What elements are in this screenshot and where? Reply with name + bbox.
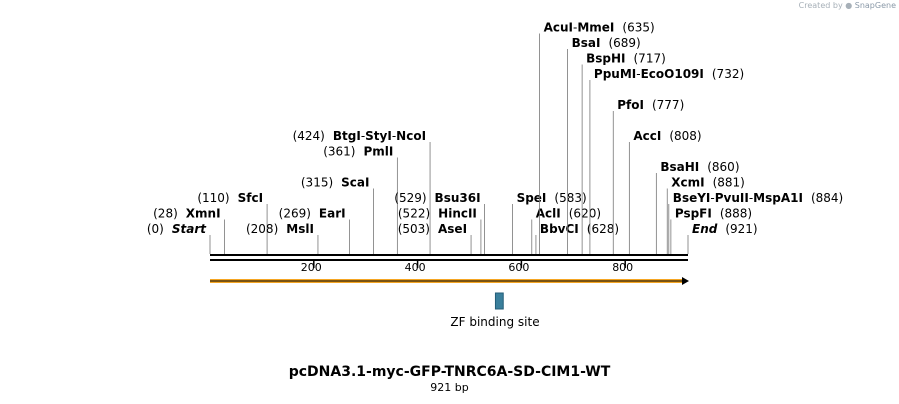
site-enzyme-name: Start <box>172 222 207 236</box>
site-position-label: (0) <box>147 222 164 236</box>
site-enzyme-name: BsaI <box>572 36 601 50</box>
credit-prefix: Created by <box>798 1 843 10</box>
site-enzyme-name: BsaHI <box>660 160 699 174</box>
site-position-label: (884) <box>811 191 843 205</box>
feature-label: ZF binding site <box>450 315 540 329</box>
site-enzyme-name: PspFI <box>675 207 712 221</box>
site-enzyme-name: PmlI <box>363 145 393 159</box>
site-enzyme-name: PfoI <box>617 98 644 112</box>
scale-tick-label: 400 <box>405 261 426 274</box>
site-separator: - <box>749 191 753 205</box>
site-separator: - <box>636 67 640 81</box>
site-enzyme-name: BseYI <box>673 191 711 205</box>
orf-arrowhead-icon <box>682 277 689 285</box>
snapgene-credit: Created by ● SnapGene <box>799 1 896 10</box>
snapgene-logo-icon: ● <box>845 1 853 10</box>
site-position-label: (28) <box>153 207 178 221</box>
plasmid-title: pcDNA3.1-myc-GFP-TNRC6A-SD-CIM1-WT <box>288 364 611 380</box>
site-position-label: (860) <box>707 160 739 174</box>
site-position-label: (689) <box>608 36 640 50</box>
site-separator: - <box>710 191 714 205</box>
site-position-label: (315) <box>301 176 333 190</box>
site-position-label: (732) <box>712 67 744 81</box>
site-position-label: (424) <box>293 129 325 143</box>
site-separator: - <box>392 129 396 143</box>
site-enzyme-name: XcmI <box>671 176 704 190</box>
site-enzyme-name: HincII <box>438 207 477 221</box>
site-position-label: (503) <box>398 222 430 236</box>
site-enzyme-name: EarI <box>319 207 346 221</box>
site-position-label: (522) <box>398 207 430 221</box>
site-position-label: (635) <box>622 21 654 35</box>
site-enzyme-name: BspHI <box>586 52 625 66</box>
credit-brand: SnapGene <box>854 1 896 10</box>
site-enzyme-name: SpeI <box>517 191 547 205</box>
site-enzyme-name: NcoI <box>396 129 426 143</box>
site-position-label: (808) <box>669 129 701 143</box>
site-position-label: (269) <box>279 207 311 221</box>
site-position-label: (921) <box>725 222 757 236</box>
site-enzyme-name: MmeI <box>577 21 614 35</box>
site-position-label: (110) <box>197 191 229 205</box>
scale-tick-label: 800 <box>612 261 633 274</box>
site-position-label: (208) <box>246 222 278 236</box>
site-enzyme-name: AccI <box>633 129 661 143</box>
site-enzyme-name: PpuMI <box>594 67 636 81</box>
site-position-label: (777) <box>652 98 684 112</box>
site-enzyme-name: Bsu36I <box>435 191 481 205</box>
site-enzyme-name: EcoO109I <box>641 67 704 81</box>
site-enzyme-name: AcuI <box>544 21 573 35</box>
site-enzyme-name: BtgI <box>333 129 361 143</box>
site-enzyme-name: MspA1I <box>753 191 803 205</box>
site-enzyme-name: ScaI <box>341 176 369 190</box>
site-position-label: (628) <box>587 222 619 236</box>
site-enzyme-name: StyI <box>365 129 392 143</box>
site-position-label: (888) <box>720 207 752 221</box>
site-enzyme-name: MslI <box>286 222 314 236</box>
site-position-label: (717) <box>634 52 666 66</box>
scale-tick-label: 600 <box>508 261 529 274</box>
site-enzyme-name: XmnI <box>186 207 221 221</box>
site-position-label: (529) <box>394 191 426 205</box>
site-position-label: (583) <box>554 191 586 205</box>
feature-box <box>494 292 504 310</box>
scale-tick-label: 200 <box>301 261 322 274</box>
site-enzyme-name: BbvCI <box>540 222 579 236</box>
site-separator: - <box>573 21 577 35</box>
site-enzyme-name: PvuII <box>715 191 749 205</box>
site-separator: - <box>361 129 365 143</box>
site-enzyme-name: AclI <box>536 207 561 221</box>
site-position-label: (361) <box>323 145 355 159</box>
site-enzyme-name: AseI <box>438 222 467 236</box>
site-position-label: (881) <box>713 176 745 190</box>
site-enzyme-name: End <box>692 222 718 236</box>
plasmid-size: 921 bp <box>430 381 469 394</box>
site-enzyme-name: SfcI <box>238 191 263 205</box>
site-position-label: (620) <box>569 207 601 221</box>
